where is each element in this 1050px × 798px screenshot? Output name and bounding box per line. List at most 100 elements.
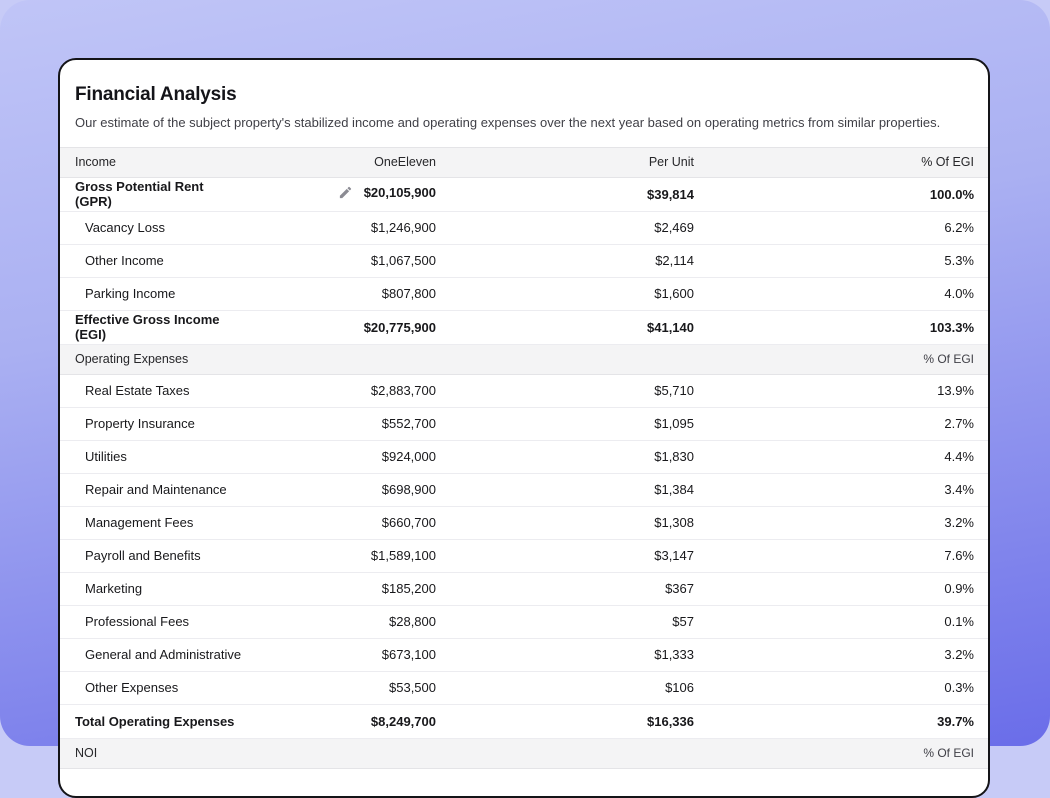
column-header-income: Income — [60, 146, 242, 178]
row-per-unit: $106 — [436, 671, 694, 705]
row-label: Other Expenses — [60, 671, 242, 705]
row-label: Marketing — [60, 572, 242, 606]
row-per-unit: $5,710 — [436, 374, 694, 408]
row-pct-egi: % Of EGI — [694, 343, 988, 375]
row-value: $924,000 — [242, 440, 436, 474]
row-per-unit: $2,469 — [436, 211, 694, 245]
row-per-unit: $41,140 — [436, 310, 694, 345]
card-header: Financial Analysis Our estimate of the s… — [60, 60, 988, 132]
row-label: Repair and Maintenance — [60, 473, 242, 507]
row-per-unit: $39,814 — [436, 177, 694, 212]
table-row: Utilities $924,000 $1,830 4.4% — [60, 440, 988, 474]
row-value: $660,700 — [242, 506, 436, 540]
row-pct-egi: 3.4% — [694, 473, 988, 507]
table-row: Property Insurance $552,700 $1,095 2.7% — [60, 407, 988, 441]
row-pct-egi: % Of EGI — [694, 737, 988, 769]
row-label: Property Insurance — [60, 407, 242, 441]
row-label: NOI — [60, 737, 242, 769]
row-pct-egi: 13.9% — [694, 374, 988, 408]
row-value: $807,800 — [242, 277, 436, 311]
row-per-unit: $1,830 — [436, 440, 694, 474]
table-row: Marketing $185,200 $367 0.9% — [60, 572, 988, 606]
row-label: Payroll and Benefits — [60, 539, 242, 573]
column-header-per-unit: Per Unit — [436, 146, 694, 178]
row-label: Gross Potential Rent (GPR) — [60, 177, 242, 212]
table-header-row: Income OneEleven Per Unit % Of EGI — [60, 146, 988, 178]
row-per-unit: $1,095 — [436, 407, 694, 441]
row-per-unit: $1,384 — [436, 473, 694, 507]
row-label: Other Income — [60, 244, 242, 278]
row-value — [242, 343, 436, 375]
row-label: Professional Fees — [60, 605, 242, 639]
row-pct-egi: 3.2% — [694, 638, 988, 672]
total-row: Effective Gross Income (EGI) $20,775,900 $… — [60, 310, 988, 345]
table-row: Repair and Maintenance $698,900 $1,384 3.4% — [60, 473, 988, 507]
row-pct-egi: 2.7% — [694, 407, 988, 441]
row-pct-egi: 5.3% — [694, 244, 988, 278]
row-value: $20,105,900 — [242, 177, 436, 212]
row-pct-egi: 4.4% — [694, 440, 988, 474]
row-value: $698,900 — [242, 473, 436, 507]
table-row: Professional Fees $28,800 $57 0.1% — [60, 605, 988, 639]
row-label: Utilities — [60, 440, 242, 474]
editable-value: $20,105,900 — [338, 185, 436, 200]
total-row: Total Operating Expenses $8,249,700 $16,33… — [60, 704, 988, 739]
table-row: Vacancy Loss $1,246,900 $2,469 6.2% — [60, 211, 988, 245]
row-label: Real Estate Taxes — [60, 374, 242, 408]
row-value: $2,883,700 — [242, 374, 436, 408]
row-pct-egi: 100.0% — [694, 177, 988, 212]
table-row: Management Fees $660,700 $1,308 3.2% — [60, 506, 988, 540]
row-pct-egi: 7.6% — [694, 539, 988, 573]
row-per-unit — [436, 737, 694, 769]
row-label: Vacancy Loss — [60, 211, 242, 245]
row-value-text: $20,105,900 — [363, 185, 436, 201]
row-value: $53,500 — [242, 671, 436, 705]
column-header-property: OneEleven — [242, 146, 436, 178]
row-per-unit: $367 — [436, 572, 694, 606]
financial-table-body: Income OneEleven Per Unit % Of EGI Gross… — [60, 146, 988, 769]
row-label: Effective Gross Income (EGI) — [60, 310, 242, 345]
row-value: $673,100 — [242, 638, 436, 672]
row-label: Parking Income — [60, 277, 242, 311]
total-row: Gross Potential Rent (GPR) $20,105,900 $39… — [60, 177, 988, 212]
row-pct-egi: 3.2% — [694, 506, 988, 540]
row-value: $20,775,900 — [242, 310, 436, 345]
table-row: General and Administrative $673,100 $1,333… — [60, 638, 988, 672]
row-value: $185,200 — [242, 572, 436, 606]
row-pct-egi: 4.0% — [694, 277, 988, 311]
column-header-pct-egi: % Of EGI — [694, 146, 988, 178]
row-value: $28,800 — [242, 605, 436, 639]
row-per-unit — [436, 343, 694, 375]
financial-table: Income OneEleven Per Unit % Of EGI Gross… — [60, 146, 988, 769]
section-row: NOI % Of EGI — [60, 737, 988, 769]
pencil-icon[interactable] — [338, 185, 353, 200]
row-value: $1,589,100 — [242, 539, 436, 573]
row-per-unit: $1,308 — [436, 506, 694, 540]
row-label: Management Fees — [60, 506, 242, 540]
table-row: Parking Income $807,800 $1,600 4.0% — [60, 277, 988, 311]
table-row: Payroll and Benefits $1,589,100 $3,147 7.6% — [60, 539, 988, 573]
page-title: Financial Analysis — [75, 84, 237, 105]
table-row: Real Estate Taxes $2,883,700 $5,710 13.9% — [60, 374, 988, 408]
row-value: $1,246,900 — [242, 211, 436, 245]
row-value: $8,249,700 — [242, 704, 436, 739]
row-pct-egi: 0.1% — [694, 605, 988, 639]
row-pct-egi: 6.2% — [694, 211, 988, 245]
financial-analysis-card: Financial Analysis Our estimate of the s… — [58, 58, 990, 798]
row-label: General and Administrative — [60, 638, 242, 672]
row-per-unit: $1,333 — [436, 638, 694, 672]
row-pct-egi: 0.9% — [694, 572, 988, 606]
row-per-unit: $16,336 — [436, 704, 694, 739]
row-label: Total Operating Expenses — [60, 704, 242, 739]
page-subtitle: Our estimate of the subject property's s… — [75, 115, 941, 130]
row-per-unit: $1,600 — [436, 277, 694, 311]
row-label: Operating Expenses — [60, 343, 242, 375]
section-row: Operating Expenses % Of EGI — [60, 343, 988, 375]
row-pct-egi: 103.3% — [694, 310, 988, 345]
table-row: Other Expenses $53,500 $106 0.3% — [60, 671, 988, 705]
table-row: Other Income $1,067,500 $2,114 5.3% — [60, 244, 988, 278]
row-value — [242, 737, 436, 769]
row-per-unit: $57 — [436, 605, 694, 639]
row-value: $552,700 — [242, 407, 436, 441]
row-value: $1,067,500 — [242, 244, 436, 278]
